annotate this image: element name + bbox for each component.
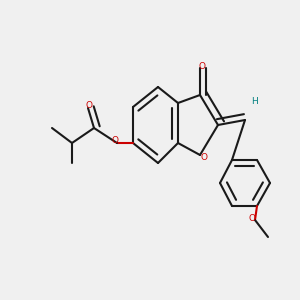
Text: H: H — [252, 97, 258, 106]
Text: O: O — [111, 136, 118, 145]
Text: O: O — [85, 100, 92, 109]
Text: O: O — [248, 214, 256, 223]
Text: O: O — [200, 154, 207, 163]
Text: O: O — [199, 62, 206, 71]
